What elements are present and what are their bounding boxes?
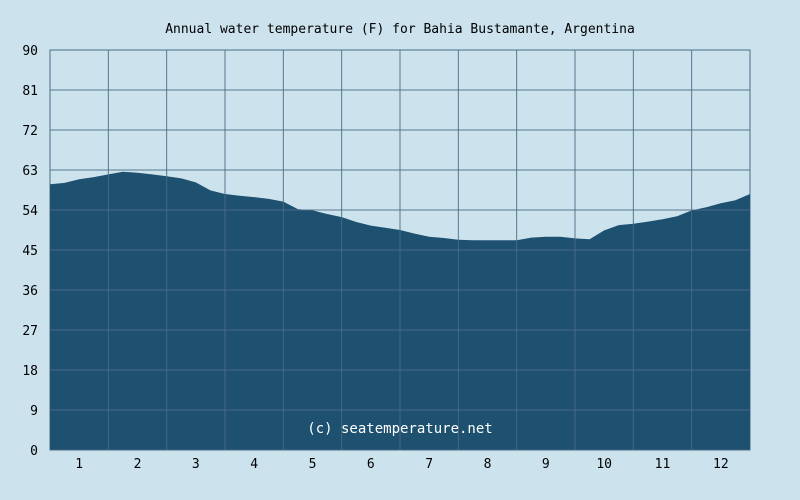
x-tick-label: 3 <box>192 457 200 472</box>
x-tick-label: 5 <box>309 457 317 472</box>
y-tick-label: 0 <box>30 444 38 459</box>
x-tick-label: 6 <box>367 457 375 472</box>
y-tick-label: 81 <box>22 84 38 99</box>
y-tick-label: 45 <box>22 244 38 259</box>
y-tick-label: 18 <box>22 364 38 379</box>
y-tick-label: 63 <box>22 164 38 179</box>
y-tick-label: 54 <box>22 204 38 219</box>
y-tick-label: 72 <box>22 124 38 139</box>
x-tick-label: 7 <box>425 457 433 472</box>
watermark: (c) seatemperature.net <box>307 421 492 437</box>
chart-title: Annual water temperature (F) for Bahia B… <box>165 22 635 37</box>
y-tick-label: 90 <box>22 44 38 59</box>
x-tick-label: 11 <box>655 457 671 472</box>
x-axis-ticks: 1 2 3 4 5 6 7 8 9 10 11 12 <box>75 457 728 472</box>
x-tick-label: 1 <box>75 457 83 472</box>
y-axis-ticks: 0 9 18 27 36 45 54 63 72 81 90 <box>22 44 38 459</box>
x-tick-label: 9 <box>542 457 550 472</box>
x-tick-label: 10 <box>596 457 612 472</box>
x-tick-label: 12 <box>713 457 729 472</box>
x-tick-label: 2 <box>134 457 142 472</box>
y-tick-label: 36 <box>22 284 38 299</box>
grid-layer <box>50 49 750 451</box>
y-tick-label: 27 <box>22 324 38 339</box>
y-tick-label: 9 <box>30 404 38 419</box>
x-tick-label: 8 <box>484 457 492 472</box>
x-tick-label: 4 <box>250 457 258 472</box>
